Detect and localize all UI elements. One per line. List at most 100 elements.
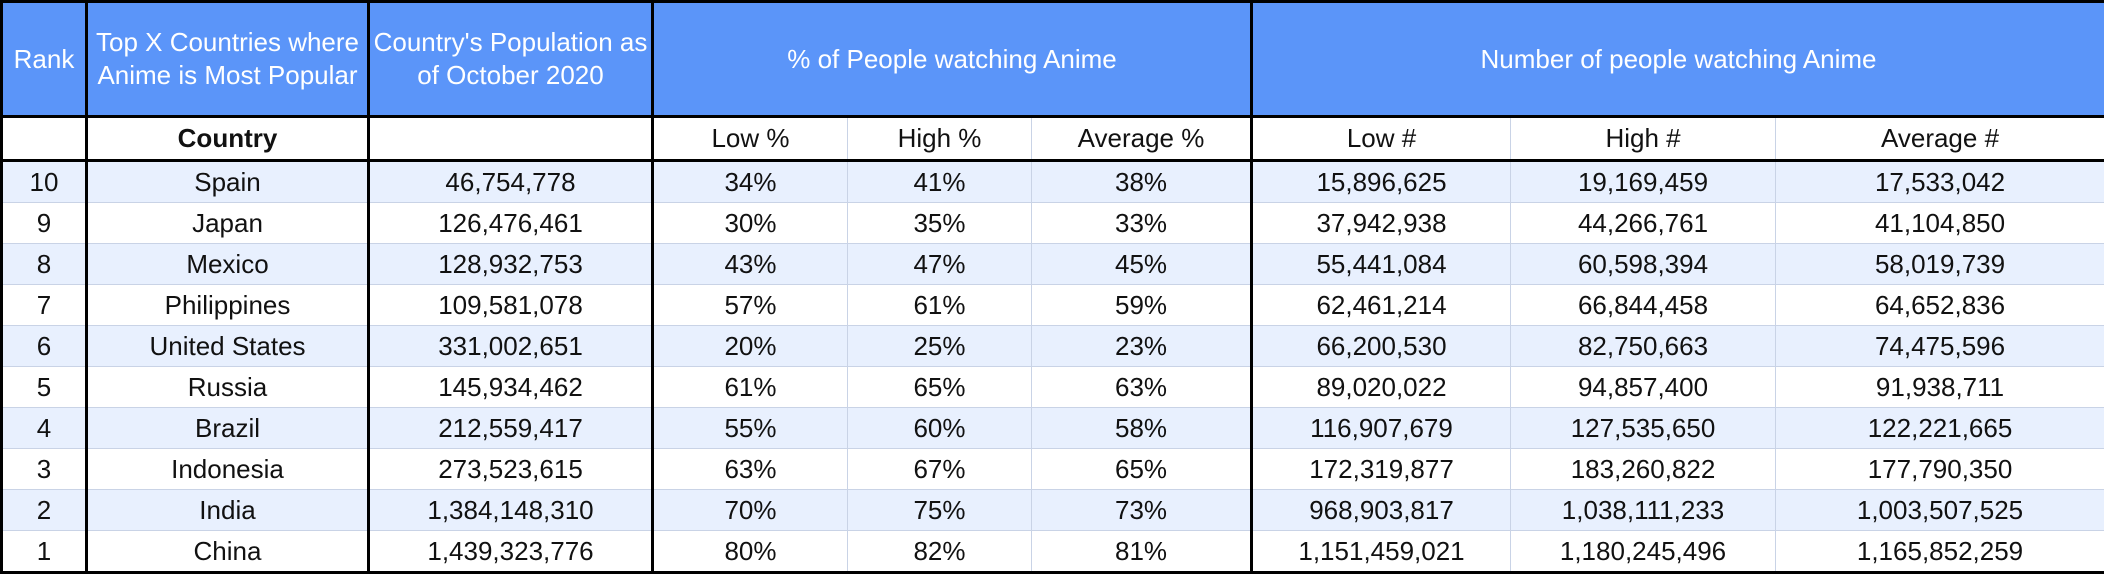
avg-pct-cell: 45% [1030,243,1252,285]
low-pct-cell: 80% [651,530,848,574]
low-pct-cell: 43% [651,243,848,285]
avg-pct-cell: 65% [1030,448,1252,490]
table-row: 9 Japan 126,476,461 30% 35% 33% 37,942,938 44,2… [0,202,2104,244]
high-pct-cell: 61% [847,284,1032,326]
rank-cell: 1 [0,530,87,574]
country-subheader: Country [85,116,369,162]
country-cell: India [85,489,369,531]
low-num-cell: 15,896,625 [1250,160,1511,203]
rank-header: Rank [0,0,88,118]
high-pct-cell: 41% [847,160,1032,203]
rank-cell: 5 [0,366,87,408]
low-pct-cell: 70% [651,489,848,531]
table-row: 10 Spain 46,754,778 34% 41% 38% 15,896,625 19,1… [0,160,2104,203]
population-cell: 1,384,148,310 [367,489,653,531]
country-cell: Indonesia [85,448,369,490]
low-pct-cell: 34% [651,160,848,203]
avg-num-cell: 17,533,042 [1775,160,2104,203]
avg-pct-cell: 38% [1030,160,1252,203]
low-num-cell: 37,942,938 [1250,202,1511,244]
rank-cell: 10 [0,160,87,203]
avg-num-subheader: Average # [1775,116,2104,162]
table-row: 4 Brazil 212,559,417 55% 60% 58% 116,907,679 12… [0,407,2104,449]
rank-cell: 2 [0,489,87,531]
low-pct-cell: 55% [651,407,848,449]
rank-cell: 3 [0,448,87,490]
high-pct-subheader: High % [847,116,1032,162]
low-pct-cell: 20% [651,325,848,367]
high-num-cell: 1,180,245,496 [1510,530,1776,574]
low-num-cell: 66,200,530 [1250,325,1511,367]
table-row: 6 United States 331,002,651 20% 25% 23% 66,200… [0,325,2104,367]
avg-num-cell: 177,790,350 [1775,448,2104,490]
avg-num-cell: 91,938,711 [1775,366,2104,408]
high-pct-cell: 25% [847,325,1032,367]
group-header-row: Rank Top X Countries where Anime is Most… [0,0,2104,118]
high-num-cell: 19,169,459 [1510,160,1776,203]
low-num-cell: 89,020,022 [1250,366,1511,408]
rank-cell: 4 [0,407,87,449]
high-pct-cell: 67% [847,448,1032,490]
country-cell: China [85,530,369,574]
avg-num-cell: 74,475,596 [1775,325,2104,367]
rank-subheader [0,116,87,162]
low-num-subheader: Low # [1250,116,1511,162]
high-pct-cell: 60% [847,407,1032,449]
population-subheader [367,116,653,162]
rank-cell: 8 [0,243,87,285]
avg-num-cell: 41,104,850 [1775,202,2104,244]
population-cell: 1,439,323,776 [367,530,653,574]
table-row: 3 Indonesia 273,523,615 63% 67% 65% 172,319,87… [0,448,2104,490]
avg-num-cell: 64,652,836 [1775,284,2104,326]
low-pct-cell: 63% [651,448,848,490]
avg-pct-cell: 23% [1030,325,1252,367]
rank-cell: 6 [0,325,87,367]
low-pct-cell: 57% [651,284,848,326]
population-cell: 273,523,615 [367,448,653,490]
high-pct-cell: 82% [847,530,1032,574]
high-pct-cell: 65% [847,366,1032,408]
high-num-cell: 60,598,394 [1510,243,1776,285]
country-cell: United States [85,325,369,367]
avg-num-cell: 1,003,507,525 [1775,489,2104,531]
population-cell: 331,002,651 [367,325,653,367]
high-num-cell: 66,844,458 [1510,284,1776,326]
rank-cell: 9 [0,202,87,244]
country-group-header: Top X Countries where Anime is Most Popu… [85,0,370,118]
low-num-cell: 55,441,084 [1250,243,1511,285]
avg-pct-cell: 73% [1030,489,1252,531]
avg-pct-subheader: Average % [1030,116,1252,162]
country-cell: Mexico [85,243,369,285]
high-num-cell: 127,535,650 [1510,407,1776,449]
high-pct-cell: 75% [847,489,1032,531]
avg-pct-cell: 33% [1030,202,1252,244]
avg-num-cell: 58,019,739 [1775,243,2104,285]
population-cell: 212,559,417 [367,407,653,449]
low-num-cell: 172,319,877 [1250,448,1511,490]
population-header: Country's Population as of October 2020 [367,0,654,118]
table-row: 5 Russia 145,934,462 61% 65% 63% 89,020,022 94,… [0,366,2104,408]
rank-cell: 7 [0,284,87,326]
avg-pct-cell: 58% [1030,407,1252,449]
high-num-cell: 183,260,822 [1510,448,1776,490]
percent-watching-header: % of People watching Anime [650,0,1254,118]
low-num-cell: 116,907,679 [1250,407,1511,449]
low-pct-cell: 61% [651,366,848,408]
high-num-cell: 82,750,663 [1510,325,1776,367]
subheader-row: Country Low % High % Average % Low # Hig… [0,116,2104,162]
number-watching-header: Number of people watching Anime [1250,0,2104,118]
population-cell: 126,476,461 [367,202,653,244]
population-cell: 128,932,753 [367,243,653,285]
low-pct-cell: 30% [651,202,848,244]
high-num-cell: 1,038,111,233 [1510,489,1776,531]
table-row: 1 China 1,439,323,776 80% 82% 81% 1,151,459,02… [0,530,2104,574]
high-pct-cell: 35% [847,202,1032,244]
avg-pct-cell: 81% [1030,530,1252,574]
country-cell: Spain [85,160,369,203]
population-cell: 145,934,462 [367,366,653,408]
table-body: 10 Spain 46,754,778 34% 41% 38% 15,896,625 19,1… [0,160,2104,574]
high-pct-cell: 47% [847,243,1032,285]
high-num-cell: 94,857,400 [1510,366,1776,408]
low-num-cell: 62,461,214 [1250,284,1511,326]
